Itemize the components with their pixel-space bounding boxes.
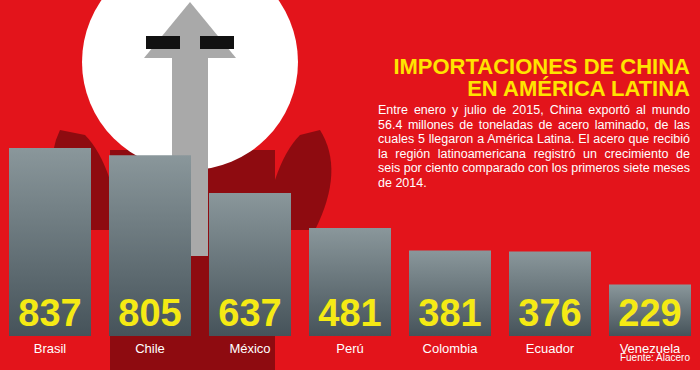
svg-text:Brasil: Brasil xyxy=(34,341,67,356)
svg-text:Ecuador: Ecuador xyxy=(526,341,575,356)
svg-text:376: 376 xyxy=(518,292,581,334)
svg-text:637: 637 xyxy=(218,292,281,334)
svg-text:Perú: Perú xyxy=(336,341,363,356)
svg-text:México: México xyxy=(229,341,270,356)
svg-text:Chile: Chile xyxy=(135,341,165,356)
svg-text:837: 837 xyxy=(18,292,81,334)
svg-text:381: 381 xyxy=(418,292,481,334)
svg-text:Colombia: Colombia xyxy=(423,341,479,356)
svg-text:481: 481 xyxy=(318,292,381,334)
svg-text:805: 805 xyxy=(118,292,181,334)
svg-text:229: 229 xyxy=(618,292,681,334)
